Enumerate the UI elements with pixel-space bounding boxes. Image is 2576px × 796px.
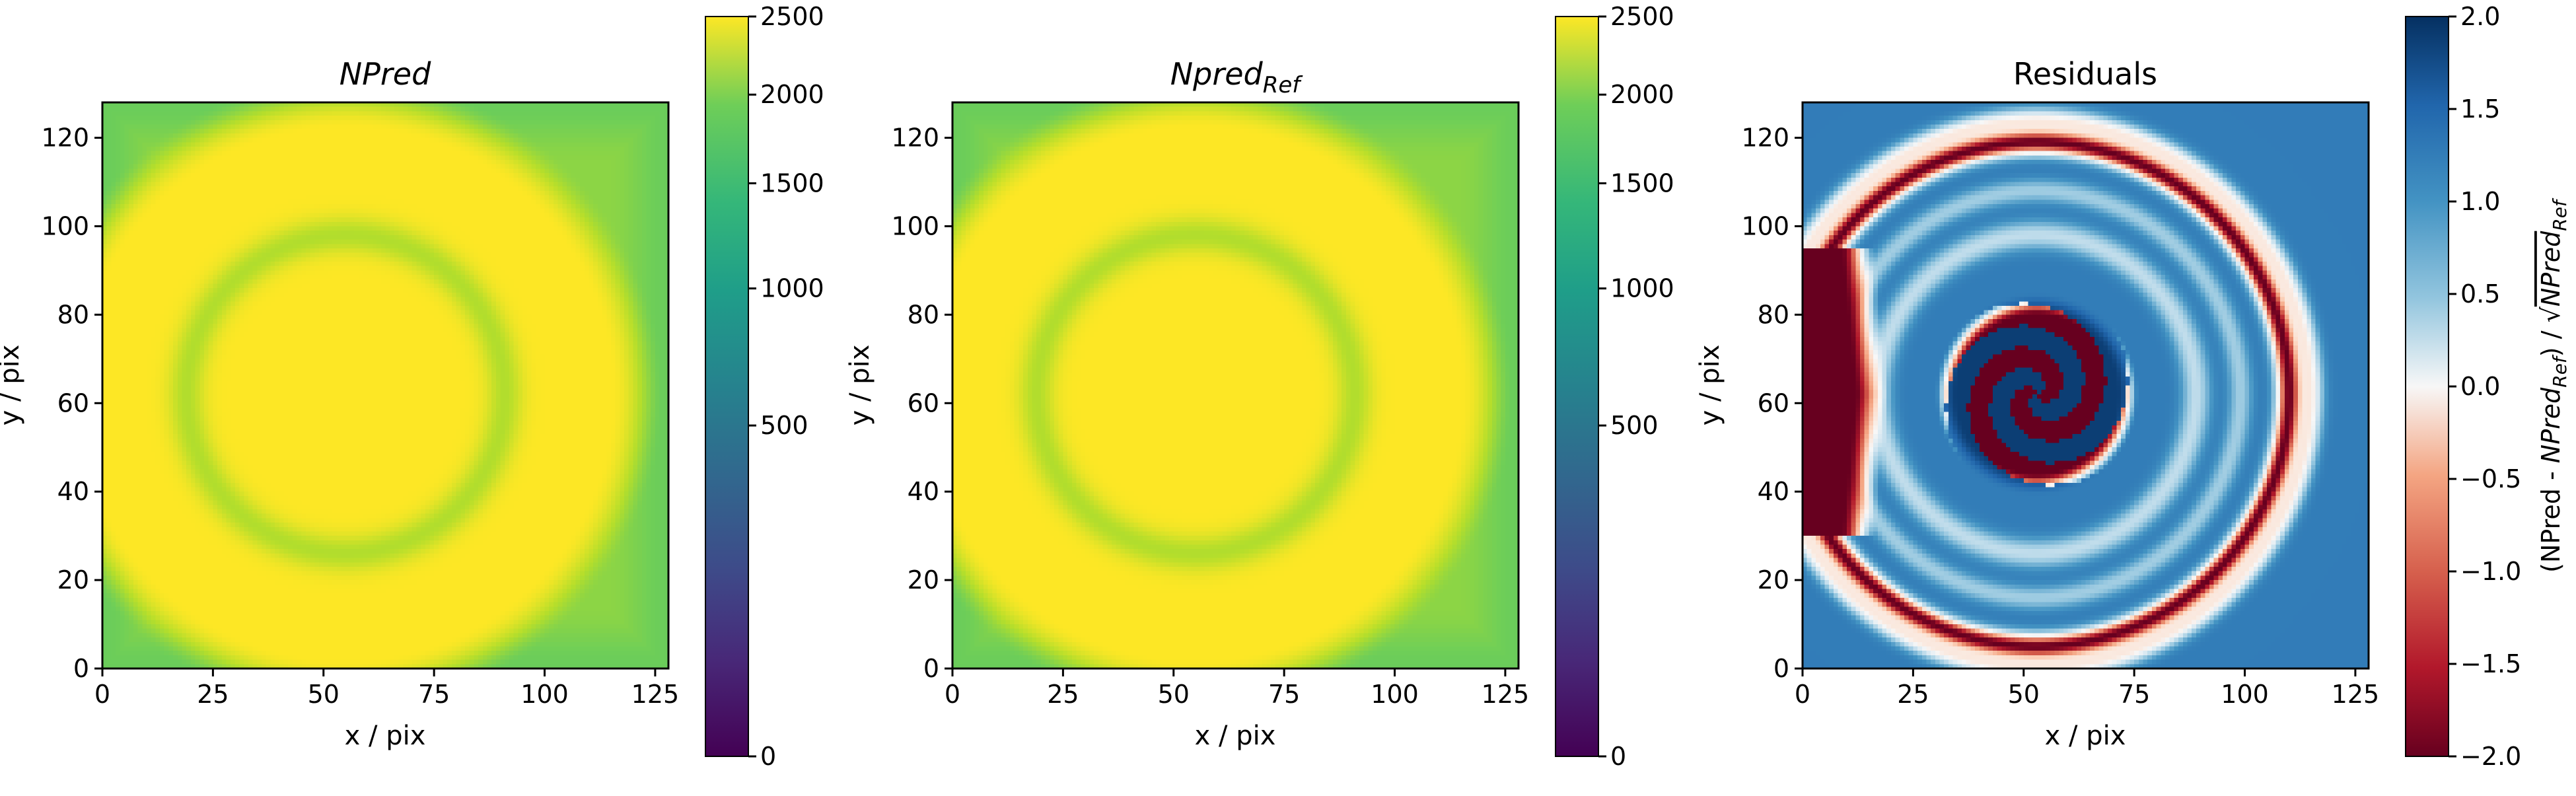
npred-ref-ticks: 0 25 50 75 100 125 0 20 40 60 80 100 120	[891, 124, 1529, 709]
cbar-label-root-sub: Ref	[2549, 198, 2571, 231]
y-tick-label: 60	[1758, 388, 1789, 417]
colorbar-tick-label: 0	[1610, 742, 1626, 771]
residuals-heatmap	[1803, 102, 2369, 669]
residuals-xlabel: x / pix	[2045, 721, 2126, 751]
colorbar-tick-label: 0	[760, 742, 776, 771]
npred-ref-xlabel: x / pix	[1195, 721, 1276, 751]
y-tick-label: 80	[57, 300, 89, 329]
npred-ref-ylabel: y / pix	[845, 345, 875, 426]
residuals-colorbar	[2405, 16, 2449, 757]
colorbar-tick-label: 0.0	[2460, 372, 2500, 401]
colorbar-tick-label: 500	[760, 411, 808, 440]
colorbar-tick-label: 2000	[1610, 80, 1674, 109]
x-tick-label: 50	[2008, 680, 2040, 709]
y-tick-label: 20	[908, 565, 939, 595]
residuals-ticks: 0 25 50 75 100 125 0 20 40 60 80 100 120	[1741, 124, 2379, 709]
cbar-label-prefix: (NPred -	[2536, 463, 2565, 573]
npred-ref-axes-frame	[951, 101, 1520, 670]
residuals-colorbar-ticks: −2.0 −1.5 −1.0 −0.5 0.0 0.5 1.0 1.5 2.0	[2449, 2, 2521, 771]
x-tick-label: 100	[1371, 680, 1419, 709]
panel-residuals: Residuals 0 25 50 75 100 125 0 20 40 60 80 100 120 x…	[1695, 2, 2571, 771]
colorbar-tick-label: −2.0	[2460, 742, 2521, 771]
cbar-label-mid: ) /	[2536, 322, 2565, 357]
x-tick-label: 0	[945, 680, 960, 709]
x-tick-label: 75	[418, 680, 450, 709]
y-tick-label: 120	[891, 124, 939, 153]
y-tick-label: 40	[1758, 477, 1789, 506]
npred-axes-frame	[101, 101, 670, 670]
y-tick-label: 120	[41, 124, 89, 153]
colorbar-tick-label: 2500	[1610, 2, 1674, 31]
colorbar-tick-label: −0.5	[2460, 464, 2521, 493]
x-tick-label: 100	[2221, 680, 2269, 709]
npred-ref-colorbar-ticks: 0 500 1000 1500 2000 2500	[1598, 2, 1674, 771]
colorbar-tick-label: 1.0	[2460, 187, 2500, 216]
x-tick-label: 50	[308, 680, 340, 709]
panel-npred-ref: NpredRef 0 25 50 75 100 125 0 20 40 60 80 100 120 x …	[845, 2, 1674, 771]
panel-npred: NPred 0 25 50 75 100 125 0 20 40 60 80 100 120 x / p…	[0, 2, 824, 771]
colorbar-tick-label: 2.0	[2460, 2, 2500, 31]
npred-ylabel: y / pix	[0, 345, 25, 426]
y-tick-label: 100	[41, 211, 89, 240]
colorbar-tick-label: 1000	[760, 274, 824, 303]
npred-ref-title-sub: Ref	[1263, 72, 1304, 98]
panel-npred-title: NPred	[340, 56, 431, 92]
cbar-label-npred: NPred	[2536, 387, 2565, 463]
x-tick-label: 0	[1795, 680, 1810, 709]
y-tick-label: 0	[923, 654, 939, 683]
y-tick-label: 100	[891, 211, 939, 240]
cbar-label-sqrt: √	[2536, 306, 2565, 322]
y-tick-label: 20	[1758, 565, 1789, 595]
y-tick-label: 40	[908, 477, 939, 506]
npred-xlabel: x / pix	[345, 721, 426, 751]
colorbar-tick-label: 2500	[760, 2, 824, 31]
y-tick-label: 100	[1741, 211, 1789, 240]
y-tick-label: 80	[1758, 300, 1789, 329]
x-tick-label: 125	[1482, 680, 1530, 709]
cbar-label-npred-sub: Ref	[2549, 354, 2571, 388]
x-tick-label: 125	[2332, 680, 2380, 709]
colorbar-tick-label: 1500	[760, 168, 824, 198]
x-tick-label: 25	[1047, 680, 1079, 709]
x-tick-label: 25	[197, 680, 229, 709]
panel-npred-ref-title: NpredRef	[1170, 56, 1304, 98]
npred-ref-title-main: Npred	[1170, 56, 1264, 92]
colorbar-tick-label: 1000	[1610, 274, 1674, 303]
colorbar-tick-label: −1.5	[2460, 649, 2521, 678]
panel-residuals-title: Residuals	[2013, 56, 2157, 92]
residuals-colorbar-label: (NPred - NPredRef) / √NPredRef	[2536, 198, 2571, 573]
x-tick-label: 100	[520, 680, 569, 709]
colorbar-tick-label: 1500	[1610, 168, 1674, 198]
y-tick-label: 120	[1741, 124, 1789, 153]
y-tick-label: 0	[73, 654, 89, 683]
npred-colorbar	[705, 16, 749, 757]
colorbar-tick-label: 500	[1610, 411, 1659, 440]
residuals-ylabel: y / pix	[1695, 345, 1725, 426]
colorbar-tick-label: −1.0	[2460, 557, 2521, 586]
x-tick-label: 125	[631, 680, 680, 709]
y-tick-label: 40	[57, 477, 89, 506]
y-tick-label: 20	[57, 565, 89, 595]
x-tick-label: 75	[2118, 680, 2150, 709]
x-tick-label: 50	[1158, 680, 1190, 709]
x-tick-label: 0	[94, 680, 110, 709]
colorbar-tick-label: 0.5	[2460, 279, 2500, 308]
y-tick-label: 60	[57, 388, 89, 417]
colorbar-tick-label: 1.5	[2460, 94, 2500, 124]
npred-ref-colorbar	[1555, 16, 1599, 757]
npred-ticks: 0 25 50 75 100 125 0 20 40 60 80 100 120	[41, 124, 679, 709]
y-tick-label: 60	[908, 388, 939, 417]
x-tick-label: 75	[1268, 680, 1300, 709]
cbar-label-root: NPred	[2536, 231, 2565, 307]
x-tick-label: 25	[1897, 680, 1929, 709]
residuals-axes-frame	[1801, 101, 2370, 670]
npred-colorbar-ticks: 0 500 1000 1500 2000 2500	[748, 2, 824, 771]
y-tick-label: 80	[908, 300, 939, 329]
npred-heatmap	[102, 102, 668, 669]
colorbar-tick-label: 2000	[760, 80, 824, 109]
npred-ref-heatmap	[952, 102, 1519, 669]
y-tick-label: 0	[1773, 654, 1789, 683]
